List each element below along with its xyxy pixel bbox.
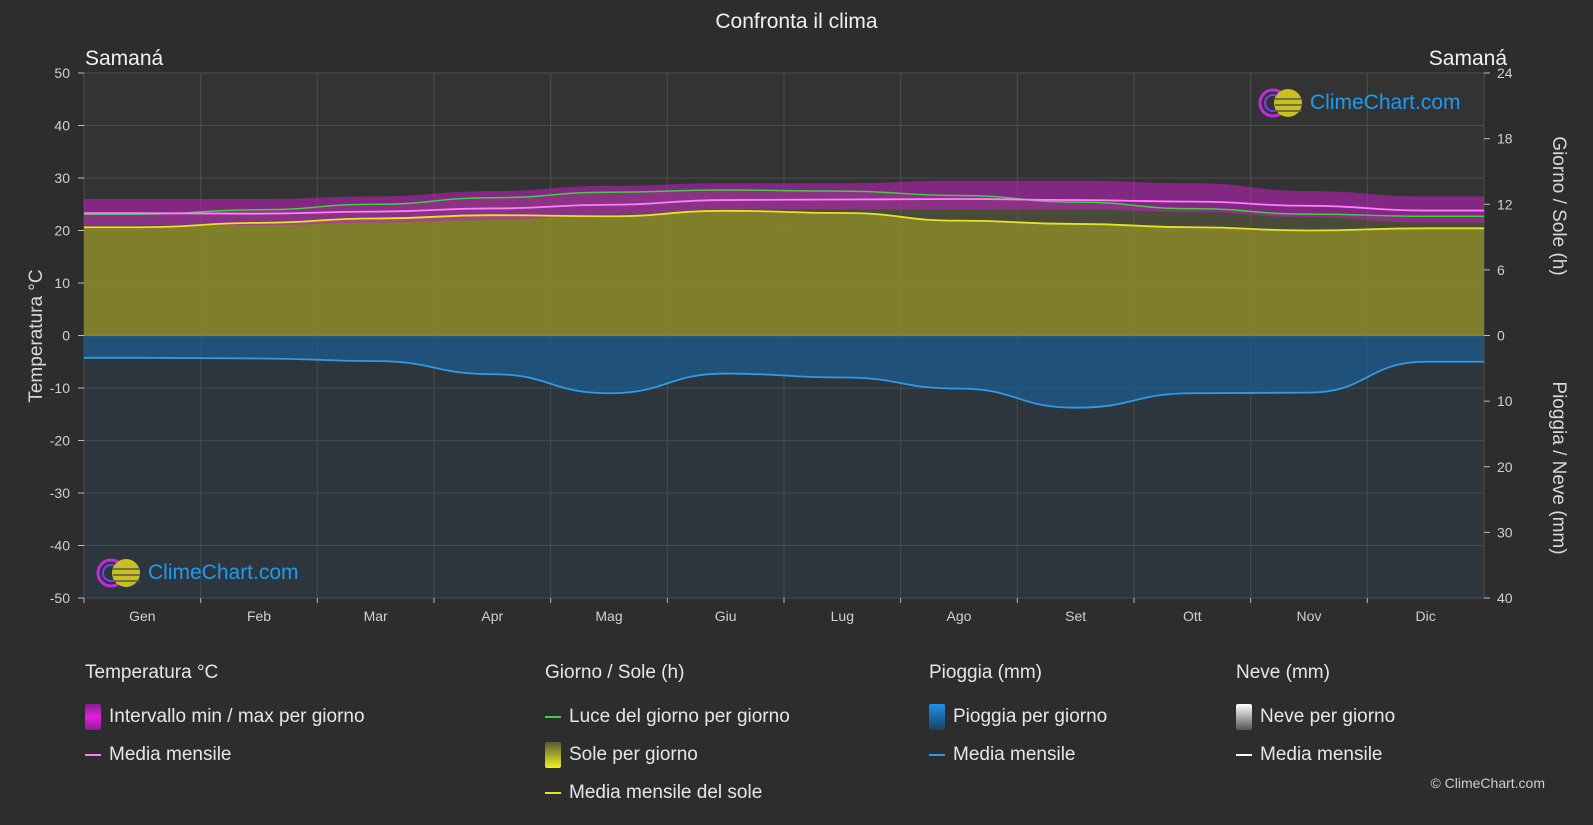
legend-swatch-snow-mean — [1236, 754, 1252, 756]
left-tick-label: 0 — [62, 328, 70, 344]
legend-swatch-rain-mean — [929, 754, 945, 756]
daylight-band — [84, 190, 1484, 231]
legend-item: Luce del giorno per giorno — [545, 698, 790, 736]
month-label: Nov — [1297, 608, 1322, 624]
month-label: Gen — [129, 608, 155, 624]
left-tick-label: -50 — [50, 590, 70, 606]
location-right: Samaná — [1428, 47, 1507, 70]
legend-item: Pioggia per giorno — [929, 698, 1107, 736]
right-mm-tick-label: 30 — [1497, 524, 1513, 540]
legend-item: Media mensile — [929, 736, 1107, 774]
month-label: Ago — [947, 608, 972, 624]
axis-ticks: 50 40 30 20 10 0 -10 -20 -30 -40 -50 24 18 12 6 0 10 20 30… — [50, 65, 1513, 624]
legend-label: Luce del giorno per giorno — [569, 706, 790, 727]
left-tick-label: 20 — [54, 223, 70, 239]
month-label: Dic — [1416, 608, 1436, 624]
right-hours-tick-label: 12 — [1497, 196, 1513, 212]
logo-text: ClimeChart.com — [1310, 91, 1461, 114]
legend-swatch-sun-mean — [545, 792, 561, 794]
legend-swatch-snow — [1236, 704, 1252, 730]
right-hours-tick-label: 24 — [1497, 65, 1513, 81]
chart-title: Confronta il clima — [715, 10, 878, 33]
logo-top[interactable]: ClimeChart.com — [1258, 86, 1461, 120]
right-bottom-axis-title: Pioggia / Neve (mm) — [1548, 381, 1569, 555]
legend-rain-title: Pioggia (mm) — [929, 662, 1042, 683]
sunshine-area — [84, 210, 1484, 336]
legend-label: Neve per giorno — [1260, 706, 1396, 727]
month-label: Mar — [364, 608, 388, 624]
legend-temperature-title: Temperatura °C — [85, 662, 219, 683]
legend-rain: Pioggia (mm) Pioggia per giorno Media me… — [929, 662, 1107, 774]
legend-swatch-sun — [545, 742, 561, 768]
month-label: Giu — [715, 608, 737, 624]
right-mm-tick-label: 40 — [1497, 590, 1513, 606]
temperature-range-band — [84, 180, 1484, 226]
right-mm-tick-label: 20 — [1497, 459, 1513, 475]
legend-label: Media mensile — [1260, 744, 1383, 765]
copyright: © ClimeChart.com — [1430, 775, 1545, 791]
legend-label: Sole per giorno — [569, 744, 698, 765]
legend-label: Media mensile — [109, 744, 232, 765]
legend-item: Intervallo min / max per giorno — [85, 698, 365, 736]
month-label: Mag — [595, 608, 622, 624]
legend-label: Pioggia per giorno — [953, 706, 1108, 727]
right-mm-tick-label: 10 — [1497, 393, 1513, 409]
left-tick-label: -10 — [50, 380, 70, 396]
rain-mean-line — [83, 356, 1484, 409]
series-lines — [83, 189, 1484, 409]
sunshine-mean-line — [84, 209, 1484, 232]
legend-swatch-temp-mean — [85, 754, 101, 756]
left-axis-title: Temperatura °C — [26, 269, 47, 403]
logo-bottom[interactable]: ClimeChart.com — [96, 556, 299, 590]
temperature-mean-line — [83, 198, 1484, 215]
month-label: Lug — [831, 608, 854, 624]
month-label: Apr — [481, 608, 503, 624]
logo-text: ClimeChart.com — [148, 561, 299, 584]
legend-item: Neve per giorno — [1236, 698, 1395, 736]
legend-item: Sole per giorno — [545, 736, 790, 774]
month-label: Set — [1065, 608, 1086, 624]
month-label: Feb — [247, 608, 271, 624]
daylight-line — [84, 189, 1484, 218]
right-hours-tick-label: 6 — [1497, 262, 1505, 278]
legend-snow: Neve (mm) Neve per giorno Media mensile — [1236, 662, 1395, 774]
left-tick-label: 50 — [54, 65, 70, 81]
left-tick-label: -30 — [50, 485, 70, 501]
left-tick-label: 40 — [54, 118, 70, 134]
legend-snow-title: Neve (mm) — [1236, 662, 1330, 683]
legend-item: Media mensile — [85, 736, 365, 774]
legend-item: Media mensile del sole — [545, 774, 790, 812]
month-label: Ott — [1183, 608, 1202, 624]
legend-day-sun-title: Giorno / Sole (h) — [545, 662, 685, 683]
rain-area — [84, 335, 1484, 408]
right-hours-tick-label: 0 — [1497, 328, 1505, 344]
left-tick-label: -40 — [50, 538, 70, 554]
legend-label: Media mensile del sole — [569, 782, 763, 803]
right-hours-tick-label: 18 — [1497, 131, 1513, 147]
legend-swatch-rain — [929, 704, 945, 730]
data-bands — [84, 180, 1484, 598]
legend-item: Media mensile — [1236, 736, 1395, 774]
right-top-axis-title: Giorno / Sole (h) — [1548, 136, 1569, 276]
legend-swatch-daylight — [545, 716, 561, 718]
climechart-logo-icon — [1258, 88, 1302, 118]
climechart-logo-icon — [96, 558, 140, 588]
rain-daily-haze — [84, 335, 1484, 598]
left-tick-label: 30 — [54, 170, 70, 186]
legend-swatch-temp-range — [85, 704, 101, 730]
legend-temperature: Temperatura °C Intervallo min / max per … — [85, 662, 365, 774]
left-tick-label: -20 — [50, 433, 70, 449]
legend-day-sun: Giorno / Sole (h) Luce del giorno per gi… — [545, 662, 790, 812]
location-left: Samaná — [85, 47, 164, 70]
legend-label: Intervallo min / max per giorno — [109, 706, 365, 727]
legend-label: Media mensile — [953, 744, 1076, 765]
left-tick-label: 10 — [54, 275, 70, 291]
